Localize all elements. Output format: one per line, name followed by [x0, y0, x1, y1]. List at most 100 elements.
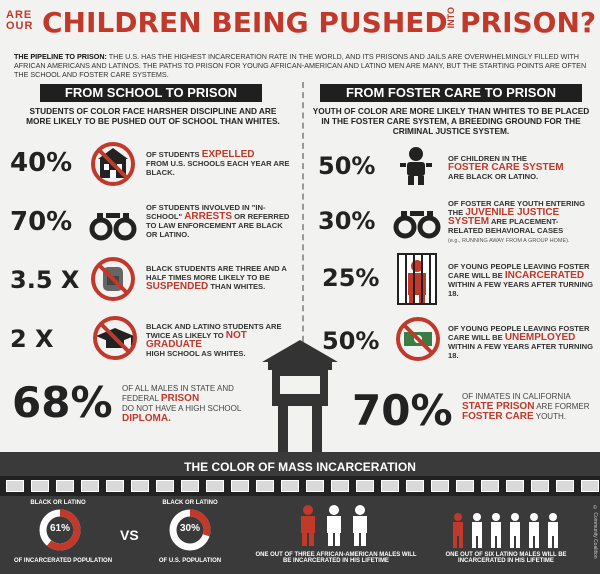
- baby-icon: [400, 147, 432, 185]
- intro-text: THE PIPELINE TO PRISON: THE U.S. HAS THE…: [14, 52, 589, 79]
- prisoner-bars-icon: [397, 253, 437, 305]
- into-label: INTO: [446, 7, 456, 29]
- no-graduation-cap-icon: [93, 316, 137, 360]
- mass-incarceration-title: THE COLOR OF MASS INCARCERATION: [184, 460, 416, 474]
- school-stat-1-highlight: EXPELLED: [201, 149, 255, 160]
- no-backpack-icon: [91, 257, 135, 301]
- strip-cell: [131, 480, 149, 492]
- foster-stat-2-note: (e.g., RUNNING AWAY FROM A GROUP HOME).: [448, 238, 570, 244]
- school-stat-4-post: HIGH SCHOOL AS WHITES.: [146, 349, 246, 358]
- foster-stat-4-pre: OF YOUNG PEOPLE LEAVING FOSTER CARE WILL…: [448, 324, 590, 342]
- strip-cell: [281, 480, 299, 492]
- school-big-text: OF ALL MALES IN STATE AND FEDERAL PRISON…: [122, 384, 262, 424]
- donut2-value: 30%: [179, 523, 200, 534]
- foster-stat-4-post: WITHIN A FEW YEARS AFTER TURNING 18.: [448, 342, 593, 360]
- incarcerated-donut: [39, 509, 81, 551]
- six-men-icon: [453, 513, 558, 548]
- incarcerated-donut-arc: [39, 509, 81, 551]
- strip-cell: [431, 480, 449, 492]
- strip-cell: [156, 480, 174, 492]
- strip-cell: [456, 480, 474, 492]
- foster-stat-1-pre: OF CHILDREN IN THE: [448, 154, 527, 163]
- foster-stat-4-value: 50%: [322, 327, 380, 355]
- three-men-icon: [301, 505, 367, 546]
- school-stat-1-pre: OF STUDENTS: [146, 150, 202, 159]
- school-stat-1-post: FROM U.S. SCHOOLS EACH YEAR ARE BLACK.: [146, 159, 290, 177]
- foster-big-pre: OF INMATES IN CALIFORNIA: [462, 392, 571, 401]
- strip-cell: [181, 480, 199, 492]
- strip-cell: [256, 480, 274, 492]
- foster-stat-1-post: ARE BLACK OR LATINO.: [448, 172, 539, 181]
- school-stat-1-text: OF STUDENTS EXPELLED FROM U.S. SCHOOLS EA…: [146, 149, 296, 178]
- group2-text: ONE OUT OF SIX LATINO MALES WILL BE INCA…: [445, 552, 567, 564]
- foster-big-value: 70%: [352, 386, 453, 435]
- are-our-label: ARE OUR: [6, 9, 34, 32]
- strip-cell: [31, 480, 49, 492]
- strip-cell: [331, 480, 349, 492]
- strip-cell: [481, 480, 499, 492]
- school-stat-4-value: 2 X: [10, 325, 54, 353]
- foster-stat-2-value: 30%: [318, 207, 376, 235]
- intro-lead: THE PIPELINE TO PRISON:: [14, 52, 107, 61]
- no-money-icon: [396, 317, 440, 361]
- school-stat-3-pre: BLACK STUDENTS ARE THREE AND A HALF TIME…: [146, 264, 287, 282]
- foster-stat-1-text: OF CHILDREN IN THE FOSTER CARE SYSTEM ARE…: [448, 154, 593, 181]
- foster-big-text: OF INMATES IN CALIFORNIA STATE PRISON ARE…: [462, 392, 597, 422]
- school-stat-2-highlight: ARRESTS: [184, 211, 232, 222]
- school-stat-4-pre: BLACK AND LATINO STUDENTS ARE TWICE AS L…: [146, 322, 282, 340]
- donut2-label-bottom: OF U.S. POPULATION: [158, 558, 222, 564]
- foster-stat-2-post: ARE PLACEMENT-RELATED BEHAVIORAL CASES: [448, 217, 564, 235]
- school-stat-2-post: OR REFERRED TO LAW ENFORCEMENT ARE BLACK…: [146, 212, 290, 239]
- population-donut: [169, 509, 211, 551]
- credit-text: © Community Coalition: [592, 505, 598, 559]
- strip-cell: [81, 480, 99, 492]
- strip-cell: [306, 480, 324, 492]
- vs-label: VS: [120, 527, 139, 543]
- school-stat-2-pre: OF STUDENTS INVOLVED IN "IN-SCHOOL": [146, 203, 266, 221]
- page-title: CHILDREN BEING PUSHED: [42, 6, 448, 39]
- population-donut-arc: [169, 509, 211, 551]
- school-subheading: STUDENTS OF COLOR FACE HARSHER DISCIPLIN…: [26, 106, 280, 126]
- school-stat-3-value: 3.5 X: [10, 266, 80, 294]
- guard-tower-icon: [262, 340, 338, 452]
- expelled-school-icon: [91, 142, 135, 186]
- school-big-value: 68%: [12, 378, 113, 427]
- page-title-prison: PRISON?: [460, 6, 597, 39]
- group1-text: ONE OUT OF THREE AFRICAN-AMERICAN MALES …: [255, 552, 417, 564]
- foster-stat-2-highlight: JUVENILE JUSTICE SYSTEM: [448, 207, 560, 227]
- foster-big-highlight-foster: FOSTER CARE: [462, 411, 534, 422]
- strip-cell: [56, 480, 74, 492]
- strip-cell: [106, 480, 124, 492]
- donut1-label-bottom: OF INCARCERATED POPULATION: [13, 558, 113, 564]
- school-stat-2-text: OF STUDENTS INVOLVED IN "IN-SCHOOL" ARRE…: [146, 203, 296, 239]
- school-stat-4-highlight: NOT GRADUATE: [146, 330, 247, 350]
- school-stat-2-value: 70%: [10, 207, 73, 237]
- foster-stat-2-text: OF FOSTER CARE YOUTH ENTERING THE JUVENI…: [448, 199, 593, 246]
- strip-cell: [206, 480, 224, 492]
- foster-big-mid: ARE FORMER: [536, 402, 590, 411]
- foster-stat-3-text: OF YOUNG PEOPLE LEAVING FOSTER CARE WILL…: [448, 262, 593, 298]
- foster-handcuffs-icon: [393, 211, 441, 239]
- foster-subheading: YOUTH OF COLOR ARE MORE LIKELY THAN WHIT…: [312, 106, 590, 136]
- section-divider: [302, 82, 304, 362]
- handcuffs-icon: [89, 213, 137, 241]
- prison-bars-strip: [0, 476, 600, 496]
- intro-body: THE U.S. HAS THE HIGHEST INCARCERATION R…: [14, 52, 587, 79]
- strip-cell: [406, 480, 424, 492]
- foster-stat-3-value: 25%: [322, 264, 380, 292]
- foster-stat-4-text: OF YOUNG PEOPLE LEAVING FOSTER CARE WILL…: [448, 324, 593, 360]
- foster-stat-1-highlight: FOSTER CARE SYSTEM: [448, 162, 564, 173]
- donut1-value: 61%: [49, 523, 70, 534]
- foster-stat-3-highlight: INCARCERATED: [504, 270, 585, 281]
- strip-cell: [531, 480, 549, 492]
- school-stat-1-value: 40%: [10, 148, 73, 178]
- school-stat-3-text: BLACK STUDENTS ARE THREE AND A HALF TIME…: [146, 264, 296, 292]
- foster-stat-3-pre: OF YOUNG PEOPLE LEAVING FOSTER CARE WILL…: [448, 262, 590, 280]
- header: ARE OUR CHILDREN BEING PUSHED INTO PRISO…: [0, 0, 600, 52]
- school-big-mid: DO NOT HAVE A HIGH SCHOOL: [122, 404, 242, 413]
- school-stat-4-text: BLACK AND LATINO STUDENTS ARE TWICE AS L…: [146, 322, 296, 358]
- school-big-pre: OF ALL MALES IN STATE AND FEDERAL: [122, 384, 234, 403]
- strip-cell: [356, 480, 374, 492]
- strip-cell: [556, 480, 574, 492]
- foster-stat-2-pre: OF FOSTER CARE YOUTH ENTERING THE: [448, 199, 585, 217]
